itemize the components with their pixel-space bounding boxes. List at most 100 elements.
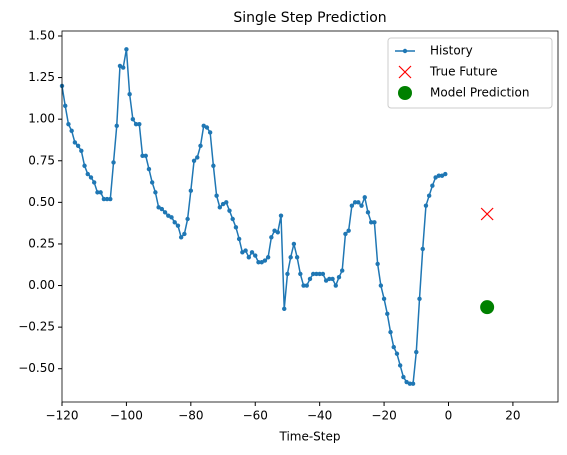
x-tick-label: −60	[243, 409, 268, 423]
history-point	[291, 241, 297, 247]
history-point	[82, 163, 87, 168]
history-point	[343, 231, 348, 237]
history-point	[140, 153, 145, 158]
y-tick-label: 0.75	[28, 153, 55, 167]
history-point	[269, 235, 274, 240]
prediction-marker	[480, 300, 495, 315]
history-point	[378, 283, 384, 288]
history-point	[278, 213, 284, 218]
history-point	[137, 121, 142, 127]
history-point	[233, 225, 239, 230]
history-point	[407, 381, 413, 386]
legend-box	[387, 37, 553, 109]
history-point	[401, 374, 406, 380]
history-point	[288, 255, 293, 260]
history-point	[79, 148, 84, 153]
history-point	[311, 271, 316, 277]
true-future-marker	[480, 207, 494, 221]
history-point	[256, 260, 261, 265]
history-point	[246, 255, 252, 260]
legend-dot	[402, 48, 408, 54]
history-point	[175, 223, 181, 228]
history-point	[385, 311, 390, 317]
history-point	[211, 163, 216, 168]
history-point	[372, 220, 377, 225]
history-point	[356, 200, 361, 205]
history-point	[301, 283, 306, 288]
history-point	[307, 276, 313, 282]
history-point	[169, 215, 174, 220]
history-point	[410, 381, 416, 386]
history-point	[124, 47, 129, 52]
history-point	[443, 171, 448, 177]
history-point	[265, 255, 271, 260]
history-point	[320, 271, 326, 277]
x-axis-label: Time-Step	[278, 430, 340, 444]
history-point	[111, 160, 116, 165]
history-point	[88, 175, 94, 180]
history-point	[178, 235, 184, 240]
history-point	[391, 344, 396, 350]
history-point	[314, 271, 319, 277]
x-tick-label: −40	[307, 409, 332, 423]
plot-frame	[61, 30, 559, 403]
history-point	[188, 188, 194, 193]
x-tick-label: 0	[445, 409, 453, 423]
y-tick-label: 1.00	[28, 112, 55, 126]
history-point	[146, 166, 152, 172]
history-point	[249, 250, 255, 255]
y-tick-label: 0.00	[28, 278, 55, 292]
history-point	[426, 193, 432, 198]
history-point	[243, 248, 248, 253]
history-point	[92, 180, 97, 185]
history-point	[63, 103, 68, 109]
history-point	[95, 190, 100, 195]
history-point	[230, 216, 235, 222]
legend-label: Model Prediction	[430, 86, 529, 100]
history-point	[417, 296, 422, 302]
history-point	[304, 283, 309, 288]
history-point	[346, 228, 351, 233]
x-tick-label: −80	[178, 409, 203, 423]
history-point	[130, 116, 136, 122]
history-point	[204, 125, 210, 130]
history-point	[85, 171, 90, 177]
history-point	[375, 261, 380, 267]
history-point	[133, 121, 139, 127]
history-point	[397, 363, 403, 368]
history-point	[198, 143, 203, 148]
history-point	[420, 246, 425, 252]
history-point	[149, 180, 155, 185]
history-point	[317, 271, 322, 277]
history-point	[172, 220, 177, 225]
history-point	[185, 216, 190, 222]
history-point	[365, 210, 371, 215]
y-tick-label: 0.50	[28, 195, 55, 209]
x-tick-label: 20	[505, 409, 520, 423]
history-point	[162, 210, 168, 215]
history-point	[153, 190, 158, 195]
history-point	[294, 255, 300, 260]
legend-label: History	[430, 44, 473, 58]
y-tick-label: −0.25	[18, 320, 55, 334]
y-tick-label: 1.25	[28, 70, 55, 84]
history-point	[285, 271, 290, 277]
legend-circle	[398, 86, 412, 100]
history-point	[120, 65, 126, 70]
history-line	[61, 49, 446, 385]
history-point	[423, 203, 429, 208]
history-point	[298, 271, 303, 277]
history-point	[72, 140, 78, 145]
history-point	[327, 276, 332, 282]
history-point	[214, 193, 219, 198]
history-point	[381, 296, 387, 302]
history-point	[108, 196, 113, 202]
y-tick-label: 0.25	[28, 236, 55, 250]
history-point	[159, 206, 165, 212]
y-tick-label: −0.50	[18, 361, 55, 375]
history-point	[340, 268, 345, 273]
x-tick-label: −100	[110, 409, 143, 423]
history-point	[362, 195, 367, 200]
history-point	[352, 200, 358, 205]
history-point	[143, 153, 148, 158]
